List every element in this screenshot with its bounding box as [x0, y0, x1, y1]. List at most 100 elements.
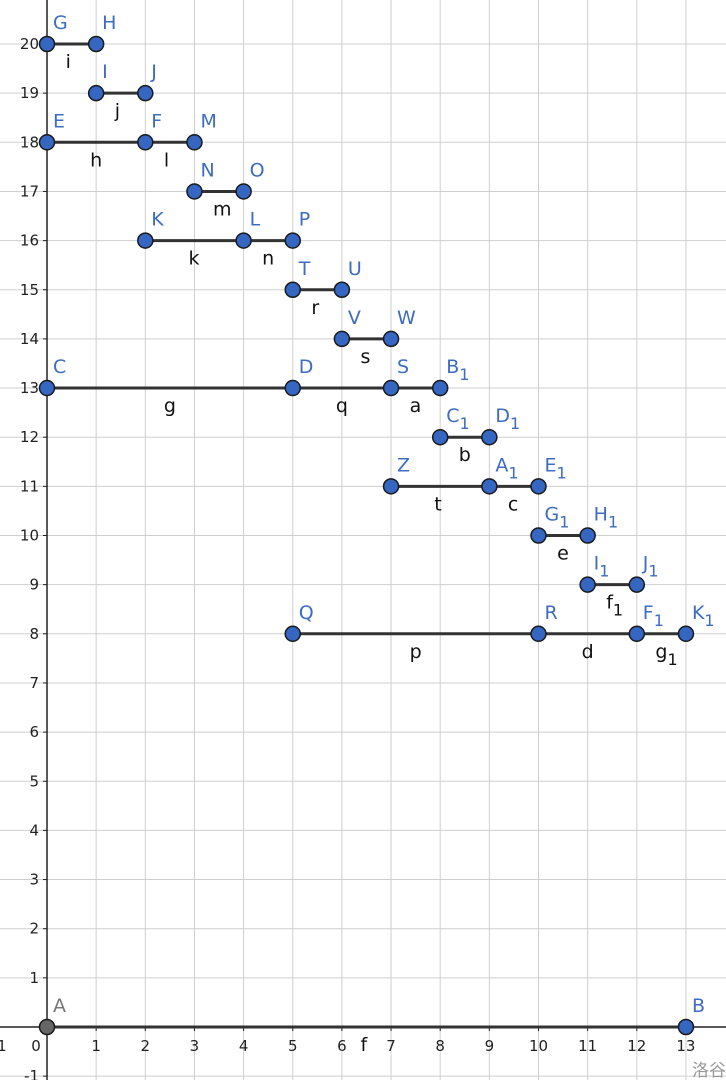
point-label-F1: F1	[643, 602, 664, 630]
point-B[interactable]	[677, 1018, 695, 1036]
x-tick-label: 1	[91, 1037, 101, 1055]
point-E1[interactable]	[530, 478, 547, 495]
point-label-B1: B1	[446, 356, 469, 384]
point-label-S: S	[397, 356, 409, 378]
segment-label-j: j	[114, 100, 120, 122]
x-tick-label: 2	[141, 1037, 151, 1055]
point-label-Q: Q	[299, 602, 314, 624]
y-tick-label: 2	[29, 920, 39, 938]
x-tick-label: 7	[386, 1037, 396, 1055]
point-label-A1: A1	[495, 454, 518, 482]
point-P[interactable]	[284, 232, 301, 249]
y-tick-label: 13	[20, 379, 39, 397]
x-tick-label: 13	[676, 1037, 695, 1055]
point-label-O: O	[250, 159, 265, 181]
point-Q[interactable]	[284, 625, 301, 643]
point-label-N: N	[200, 159, 214, 181]
point-C1[interactable]	[431, 428, 449, 446]
y-tick-label: 17	[20, 182, 39, 200]
point-R[interactable]	[530, 625, 547, 643]
point-label-G: G	[53, 12, 68, 34]
point-label-J: J	[150, 61, 157, 83]
point-H[interactable]	[87, 35, 105, 53]
y-tick-label: 16	[20, 232, 39, 250]
segment-label-f: f	[360, 1034, 368, 1056]
point-F[interactable]	[137, 134, 154, 151]
y-tick-label: 10	[20, 527, 39, 545]
x-tick-label: 10	[529, 1037, 548, 1055]
point-label-I: I	[102, 61, 108, 83]
point-label-D: D	[299, 356, 314, 378]
point-L[interactable]	[235, 232, 252, 249]
point-A[interactable]	[38, 1018, 56, 1036]
y-tick-label: 15	[20, 281, 39, 299]
point-I1[interactable]	[579, 576, 596, 593]
segment-label-a: a	[410, 395, 422, 417]
point-C[interactable]	[38, 379, 56, 397]
point-D1[interactable]	[481, 428, 498, 446]
point-Z[interactable]	[382, 478, 400, 495]
point-M[interactable]	[186, 134, 203, 151]
segment-label-s: s	[360, 346, 370, 368]
x-tick-label: 11	[578, 1037, 597, 1055]
point-W[interactable]	[382, 330, 400, 348]
point-J[interactable]	[137, 84, 154, 102]
point-G1[interactable]	[530, 527, 547, 544]
segment-label-b: b	[459, 444, 471, 466]
point-label-K: K	[151, 209, 164, 231]
segment-label-d: d	[582, 641, 594, 663]
x-tick-label: 9	[485, 1037, 495, 1055]
point-label-A: A	[53, 995, 66, 1017]
segment-label-i: i	[66, 51, 71, 73]
x-tick-label: 1	[0, 1037, 7, 1055]
point-label-J1: J1	[642, 553, 659, 581]
point-I[interactable]	[87, 84, 105, 102]
segment-label-h: h	[90, 149, 102, 171]
segment-label-p: p	[410, 641, 422, 663]
point-T[interactable]	[284, 281, 301, 298]
point-label-C: C	[53, 356, 66, 378]
point-J1[interactable]	[628, 576, 646, 593]
point-F1[interactable]	[628, 625, 646, 643]
segment-label-k: k	[188, 248, 199, 270]
point-U[interactable]	[333, 281, 351, 298]
point-label-U: U	[348, 258, 362, 280]
segment-label-c: c	[508, 493, 518, 515]
point-B1[interactable]	[431, 379, 449, 397]
point-label-C1: C1	[446, 405, 469, 433]
point-V[interactable]	[333, 330, 351, 348]
segment-label-r: r	[311, 297, 319, 319]
point-K[interactable]	[137, 232, 154, 249]
y-tick-label: 5	[29, 772, 39, 790]
segment-label-m: m	[213, 198, 232, 220]
point-label-L: L	[250, 209, 261, 231]
y-tick-label: 8	[29, 625, 39, 643]
point-D[interactable]	[284, 379, 301, 397]
point-N[interactable]	[186, 183, 203, 200]
y-tick-label: 3	[29, 871, 39, 889]
x-tick-label: 6	[337, 1037, 347, 1055]
point-label-H1: H1	[594, 504, 618, 532]
point-label-K1: K1	[692, 602, 715, 630]
point-label-Z: Z	[397, 454, 410, 476]
point-S[interactable]	[382, 379, 400, 397]
point-label-H: H	[102, 12, 116, 34]
point-G[interactable]	[38, 35, 56, 53]
y-tick-label: 1	[29, 969, 39, 987]
point-label-W: W	[397, 307, 416, 329]
y-tick-label: 18	[20, 133, 39, 151]
x-tick-label: 4	[239, 1037, 249, 1055]
point-O[interactable]	[235, 183, 252, 200]
point-K1[interactable]	[677, 625, 695, 643]
watermark: 洛谷	[692, 1061, 726, 1080]
y-tick-label: -1	[24, 1067, 39, 1080]
point-label-T: T	[298, 258, 311, 280]
x-tick-label: 8	[435, 1037, 445, 1055]
point-E[interactable]	[38, 134, 56, 151]
point-H1[interactable]	[579, 527, 596, 544]
point-label-G1: G1	[545, 504, 570, 532]
point-A1[interactable]	[481, 478, 498, 495]
